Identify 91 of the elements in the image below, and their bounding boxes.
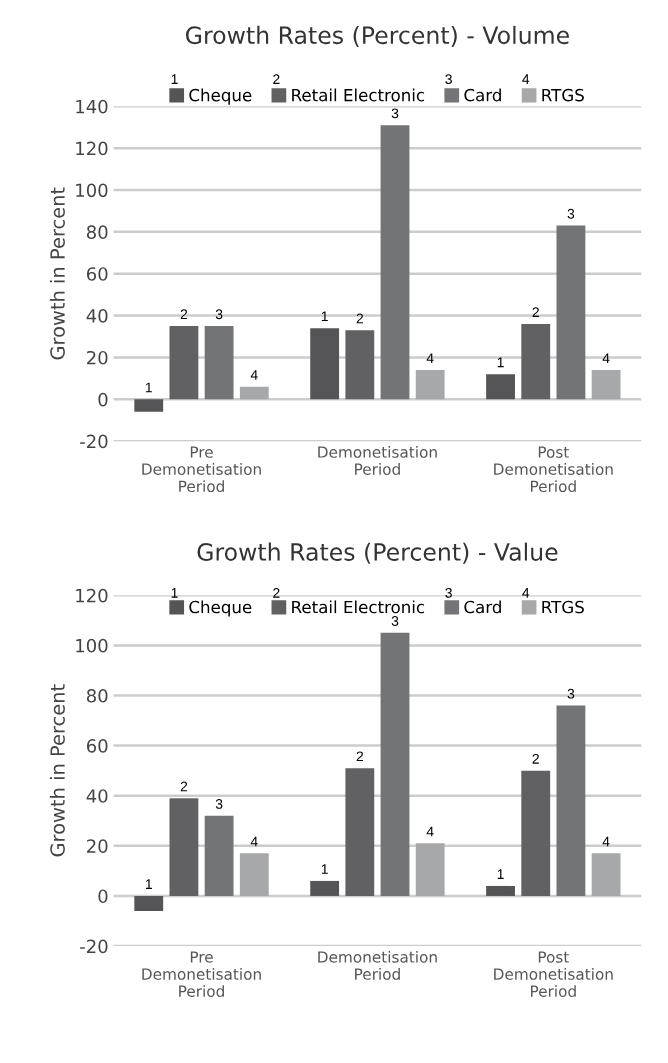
annotation: 4 — [426, 353, 434, 363]
annotation: 4 — [602, 836, 610, 847]
bar — [134, 399, 164, 412]
bar — [345, 330, 375, 400]
bar — [239, 386, 269, 400]
bar — [521, 770, 551, 896]
legend-label: Retail Electronic — [292, 600, 425, 614]
text: 1 — [171, 74, 178, 84]
chart-title: Growth Rates (Percent) - Value — [197, 542, 558, 564]
annotation: 3 — [391, 616, 399, 626]
annotation: 3 — [567, 688, 575, 699]
y-tick-label: 140 — [76, 99, 108, 114]
bar — [204, 815, 234, 896]
y-tick-label: 120 — [76, 588, 108, 603]
bar — [380, 632, 410, 896]
annotation: 2 — [532, 753, 539, 764]
bar — [310, 880, 340, 896]
bar — [134, 895, 164, 911]
y-tick-label: -20 — [80, 434, 108, 449]
bar — [169, 798, 199, 896]
y-tick-label: 120 — [76, 141, 108, 156]
annotation: 1 — [321, 311, 328, 322]
legend-label: Cheque — [189, 88, 252, 105]
annotation: 3 — [391, 108, 399, 119]
annotation: 1 — [171, 588, 178, 598]
annotation: 1 — [497, 869, 504, 879]
y-tick-label: 0 — [98, 392, 108, 407]
annotation: 2 — [356, 751, 363, 762]
legend-label: RTGS — [542, 600, 584, 614]
legend-label: Retail Electronic — [292, 88, 425, 102]
text: 3 — [445, 74, 452, 85]
y-tick-label: 100 — [76, 638, 108, 653]
y-axis-title: Growth in Percent — [49, 684, 65, 857]
annotation: 4 — [522, 588, 530, 598]
annotation: 2 — [180, 781, 188, 792]
annotation: 2 — [180, 309, 188, 319]
x-tick-label: Post Demonetisation Period — [494, 446, 613, 493]
y-tick-label: 40 — [86, 789, 108, 803]
annotation: 3 — [215, 309, 223, 320]
bar — [486, 885, 515, 896]
bar — [415, 369, 445, 400]
bar — [239, 853, 269, 896]
bar — [380, 125, 410, 400]
annotation: 2 — [273, 587, 280, 598]
y-tick-label: 100 — [76, 183, 108, 198]
text: 2 — [273, 74, 280, 84]
y-tick-label: 80 — [86, 688, 108, 703]
annotation: 1 — [321, 864, 328, 874]
y-tick-label: 60 — [86, 739, 108, 753]
bar — [169, 326, 199, 400]
annotation: 1 — [145, 879, 152, 889]
bar — [556, 705, 586, 896]
x-tick-label: Demonetisation Period — [318, 950, 437, 980]
annotation: 2 — [532, 307, 539, 317]
annotation: 3 — [567, 208, 575, 219]
annotation: 2 — [356, 313, 363, 324]
annotation: 4 — [602, 353, 610, 363]
annotation: 4 — [250, 836, 258, 847]
y-tick-label: 20 — [87, 839, 108, 853]
bar — [345, 768, 375, 896]
x-tick-label: Demonetisation Period — [318, 446, 437, 475]
x-tick-label: Pre Demonetisation Period — [142, 951, 261, 997]
bar — [521, 323, 551, 400]
legend-label: RTGS — [542, 88, 584, 102]
legend-label: Cheque — [189, 600, 252, 617]
annotation: 4 — [250, 370, 258, 380]
bar — [486, 374, 515, 400]
x-tick-label: Pre Demonetisation Period — [142, 446, 261, 493]
y-tick-label: 40 — [86, 309, 108, 323]
text: 4 — [522, 74, 530, 84]
y-tick-label: 60 — [86, 267, 108, 281]
annotation: 3 — [445, 587, 452, 598]
y-tick-label: -20 — [80, 939, 108, 954]
bar — [415, 843, 445, 896]
chart-title: Growth Rates (Percent) - Volume — [186, 25, 569, 47]
y-tick-label: 0 — [98, 889, 108, 904]
bar — [591, 853, 621, 896]
legend-label: Card — [464, 88, 501, 102]
annotation: 1 — [497, 357, 504, 368]
legend-label: Card — [464, 600, 501, 614]
y-axis-title: Growth in Percent — [49, 187, 65, 360]
annotation: 3 — [215, 799, 223, 809]
y-tick-label: 80 — [86, 225, 108, 239]
y-tick-label: 20 — [87, 350, 108, 365]
bar — [310, 328, 340, 400]
bar — [591, 369, 621, 400]
annotation: 1 — [145, 382, 152, 393]
bar — [204, 326, 234, 400]
x-tick-label: Post Demonetisation Period — [494, 951, 613, 997]
bar — [556, 225, 586, 400]
annotation: 4 — [426, 826, 434, 837]
